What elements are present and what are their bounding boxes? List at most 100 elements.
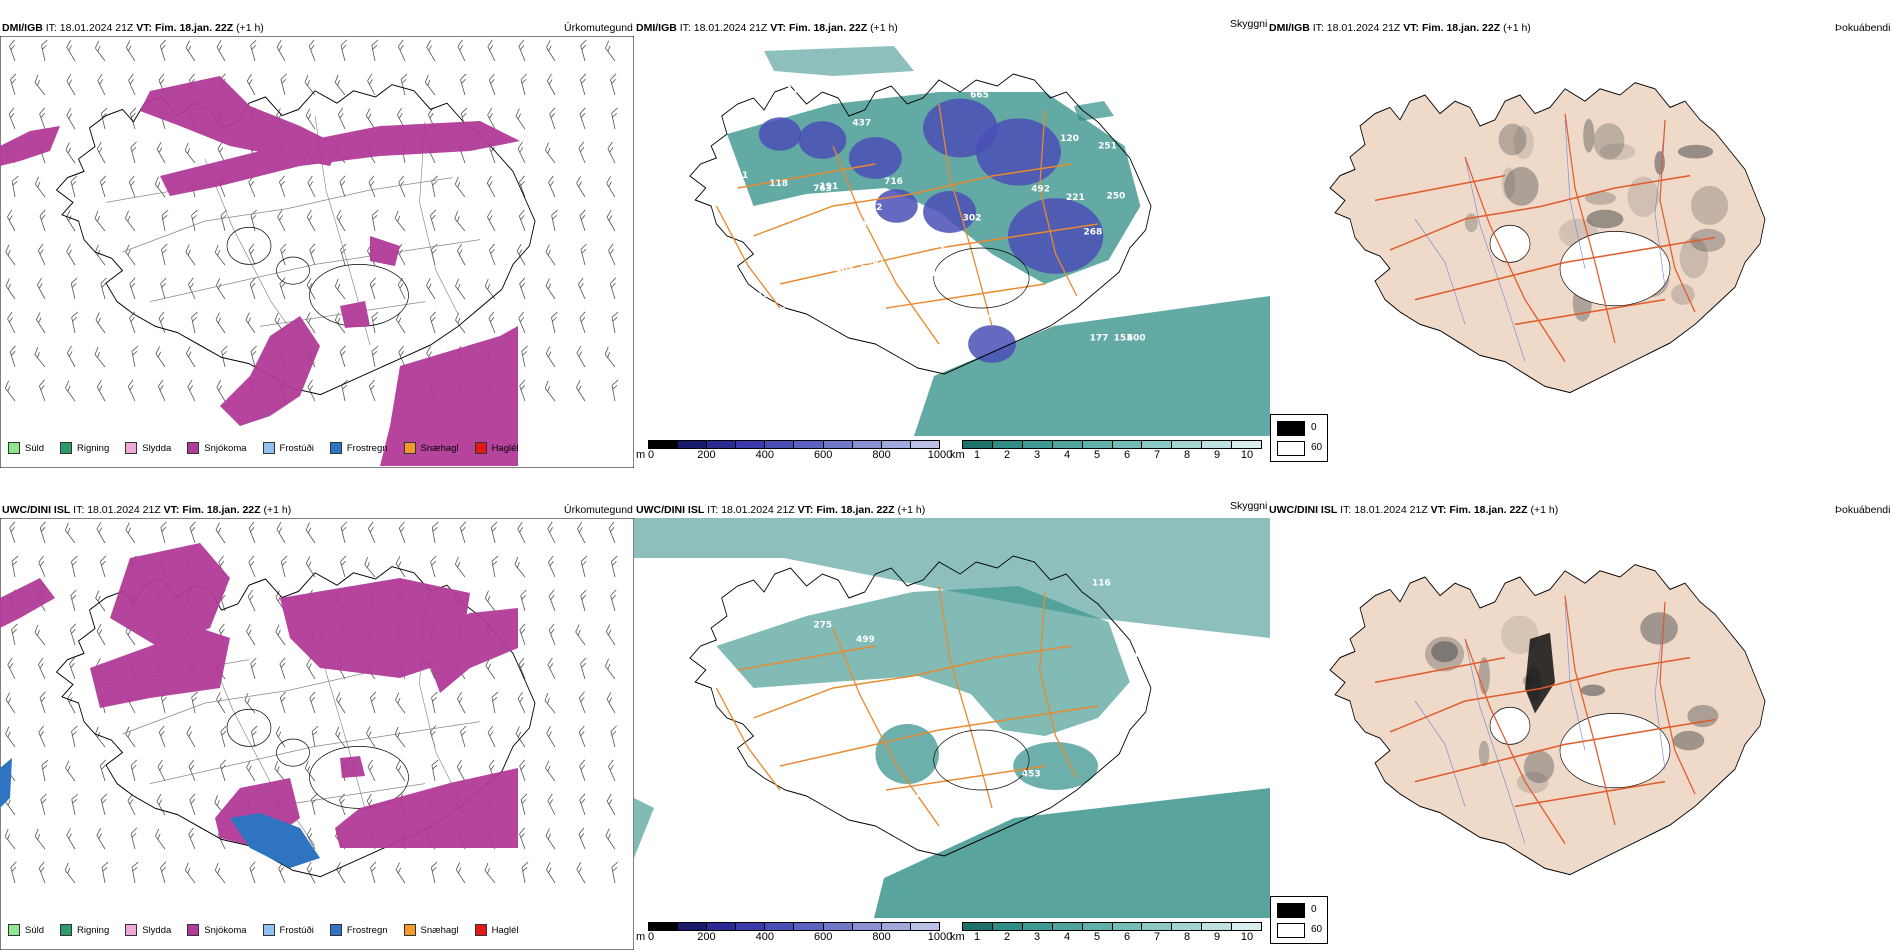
legend-label: 60: [1311, 924, 1323, 935]
colorbar-tick: 1: [973, 449, 981, 461]
wind-barb: [545, 346, 556, 368]
wind-barb: [96, 522, 106, 544]
wind-barb: [605, 658, 616, 680]
wind-barb: [247, 589, 256, 612]
visibility-value: 293: [1165, 123, 1184, 133]
colorbar-tick: 9: [1213, 931, 1221, 943]
wind-barb: [221, 345, 228, 368]
wind-barb: [191, 209, 198, 232]
wind-barb: [100, 277, 107, 300]
legend-item: Súld: [8, 442, 44, 454]
wind-barb: [546, 40, 556, 62]
wind-barb: [100, 793, 108, 816]
wind-barb: [154, 176, 166, 198]
wind-barb: [306, 209, 316, 232]
legend-label: Haglél: [491, 924, 519, 936]
wind-barb: [488, 73, 496, 96]
wind-barb: [184, 862, 196, 884]
it-label: IT:: [45, 22, 57, 34]
colorbar-cell: [852, 923, 882, 930]
it-value: 18.01.2024 21Z: [693, 22, 768, 34]
wind-barb: [65, 380, 76, 402]
road: [1414, 236, 1716, 301]
colorbar-cell: [1172, 923, 1203, 930]
fog-indicator-panel: DMI/IGB IT: 18.01.2024 21Z VT: Fim. 18.j…: [1265, 0, 1900, 468]
wind-barb: [340, 521, 348, 544]
legend-swatch: [125, 442, 138, 454]
visibility-value: 120: [1060, 134, 1079, 144]
wind-barb: [308, 39, 316, 62]
colorbar-cell: [707, 441, 737, 448]
legend-swatch: [403, 924, 416, 936]
wind-barb: [71, 555, 78, 578]
wind-barb: [131, 861, 139, 884]
visibility-value: 492: [1031, 185, 1050, 195]
wind-barb: [517, 691, 526, 714]
map-frame: [0, 518, 634, 950]
wind-barb: [547, 657, 556, 680]
colorbar-cell: [649, 923, 679, 930]
colorbar-cell: [1082, 441, 1113, 448]
wind-barb: [578, 725, 586, 748]
it-label: IT:: [1312, 22, 1324, 34]
wind-barb: [545, 760, 556, 782]
wind-barb: [335, 726, 346, 748]
precip-type-legend: Súld Rigning Slydda Snjókoma Frostúði Frostre…: [8, 924, 535, 936]
legend-item: Haglél: [474, 924, 519, 936]
wind-barb: [38, 657, 46, 680]
fog-spot: [1640, 612, 1678, 645]
wind-barb: [39, 107, 46, 130]
wind-barb: [545, 142, 556, 164]
visibility-value: 368: [1031, 293, 1050, 303]
visibility-value: 221: [1066, 193, 1085, 203]
colorbar-cell: [1142, 441, 1173, 448]
wind-barb: [519, 623, 526, 646]
legend-swatch: [60, 442, 73, 454]
wind-barb: [274, 760, 286, 782]
wind-barb: [189, 521, 196, 544]
visibility-value: 404: [835, 266, 854, 276]
colorbar-tick: 8: [1183, 931, 1191, 943]
road: [1389, 656, 1691, 733]
visibility-value: 600: [1127, 333, 1146, 343]
wind-barb: [610, 555, 618, 578]
wind-barb: [394, 726, 406, 748]
fog-spot: [1679, 237, 1709, 279]
wind-barb: [305, 108, 316, 130]
snow-area: [420, 608, 518, 693]
it-value: 18.01.2024 21Z: [59, 22, 134, 34]
legend-label: Frostregn: [346, 442, 388, 454]
panel-title: DMI/IGB IT: 18.01.2024 21Z VT: Fim. 18.j…: [1269, 22, 1531, 34]
colorbar-cell: [1052, 441, 1083, 448]
legend-item: Haglél: [474, 442, 519, 454]
wind-barb: [96, 623, 106, 646]
wind-barb: [368, 521, 376, 544]
legend-item: Rigning: [60, 924, 109, 936]
snow-area: [110, 543, 230, 648]
teal-region: [1013, 742, 1098, 790]
legend-item: Rigning: [60, 442, 109, 454]
fog-spot: [1687, 704, 1719, 728]
fog-spot: [1583, 118, 1595, 153]
colorbar-tick: 7: [1153, 931, 1161, 943]
wind-barb: [5, 244, 16, 266]
glacier-outline: [226, 708, 272, 747]
lead-time: (+1 h): [870, 22, 898, 34]
wind-barb: [334, 278, 346, 300]
river: [1464, 638, 1526, 844]
road: [737, 645, 876, 671]
wind-barb: [610, 73, 617, 96]
legend-label: Snæhagl: [420, 442, 459, 454]
wind-barb: [128, 73, 136, 96]
vt-label: VT:: [770, 22, 787, 34]
wind-barb: [517, 141, 526, 164]
wind-barb: [336, 210, 346, 232]
road: [1514, 780, 1666, 808]
wind-barb: [394, 210, 406, 232]
visibility-value: 487: [749, 292, 768, 302]
visibility-panel: DMI/IGB IT: 18.01.2024 21Z VT: Fim. 18.j…: [634, 0, 1334, 468]
wind-barb: [66, 108, 76, 130]
colorbar-cell: [1022, 441, 1053, 448]
rivers: [1414, 119, 1666, 362]
fog-indicator-panel: UWC/DINI ISL IT: 18.01.2024 21Z VT: Fim.…: [1265, 482, 1900, 950]
